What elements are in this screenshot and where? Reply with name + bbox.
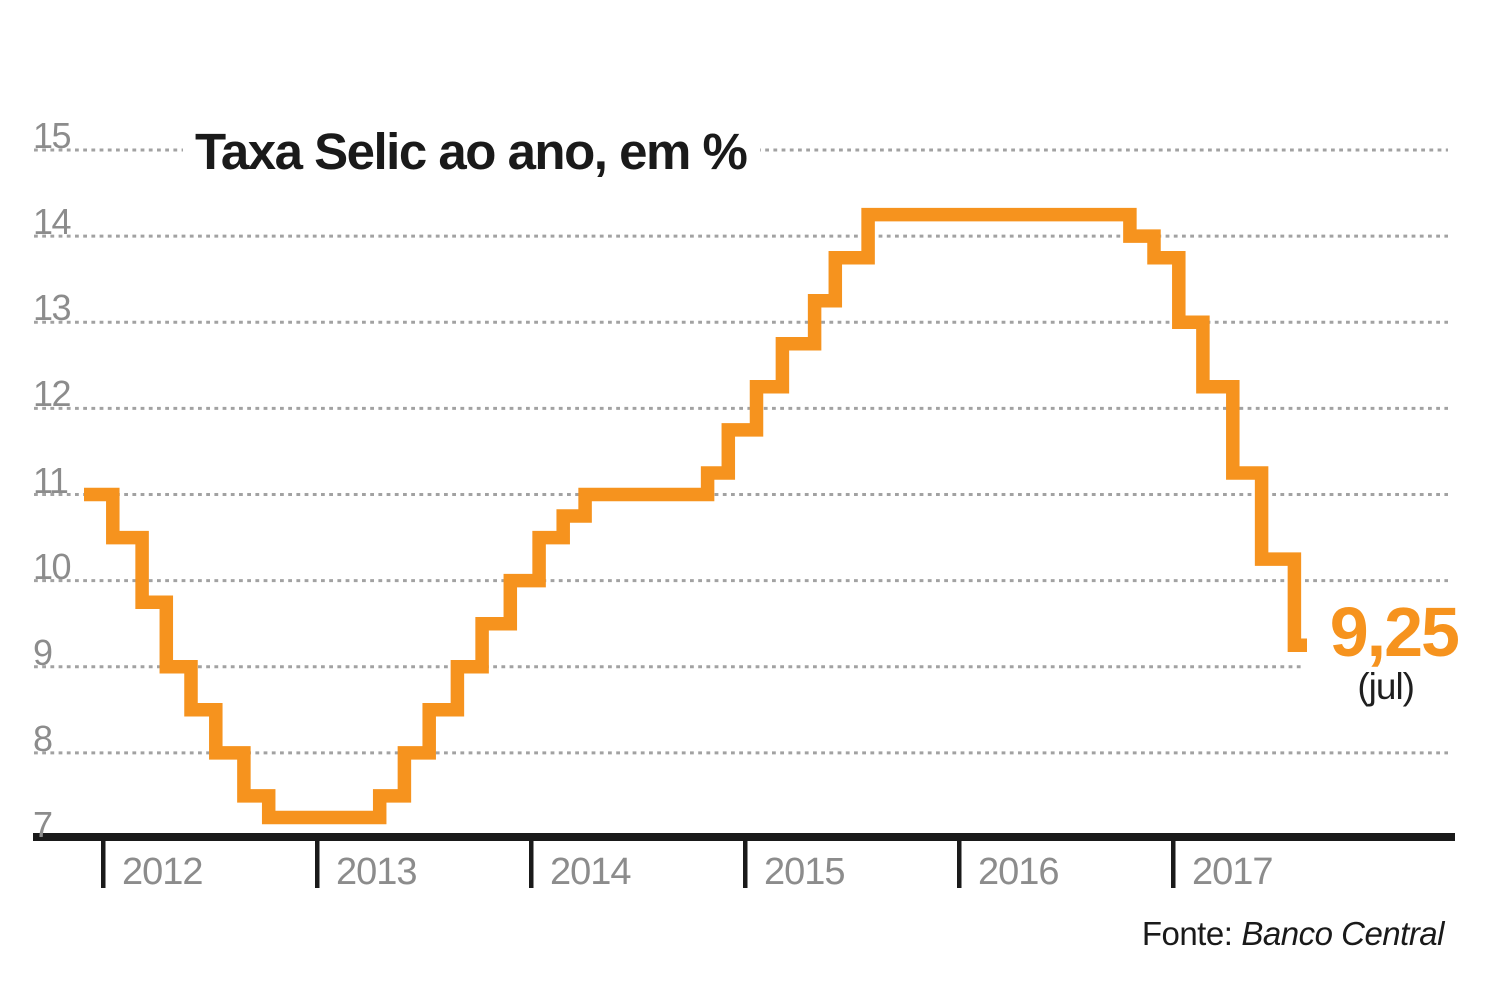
y-axis-label-13: 13 xyxy=(33,287,72,329)
x-axis-tick-2016 xyxy=(957,841,962,888)
y-axis-label-9: 9 xyxy=(33,631,53,673)
x-axis-label-2015: 2015 xyxy=(764,851,846,893)
y-axis-label-8: 8 xyxy=(33,717,53,759)
source-prefix: Fonte: xyxy=(1141,915,1233,952)
end-value-month-label: (jul) xyxy=(1357,666,1415,707)
x-axis-label-2013: 2013 xyxy=(336,851,418,893)
x-axis-tick-2015 xyxy=(743,841,748,888)
y-axis-label-7: 7 xyxy=(33,804,53,845)
x-axis-tick-2017 xyxy=(1171,841,1176,888)
x-axis-tick-2014 xyxy=(529,841,534,888)
y-axis-label-11: 11 xyxy=(33,459,69,501)
x-axis-label-2017: 2017 xyxy=(1192,851,1274,893)
x-axis-label-2012: 2012 xyxy=(122,851,204,893)
x-axis-label-2014: 2014 xyxy=(550,851,632,893)
source-line: Fonte: Banco Central xyxy=(1141,915,1445,952)
chart-title: Taxa Selic ao ano, em % xyxy=(193,122,761,185)
y-axis-label-14: 14 xyxy=(33,201,72,243)
source-name: Banco Central xyxy=(1241,915,1444,952)
y-axis-label-12: 12 xyxy=(33,373,72,415)
selic-rate-step-line xyxy=(84,207,1307,825)
x-axis-tick-2013 xyxy=(315,841,320,888)
end-value-label: 9,25 xyxy=(1329,593,1460,671)
x-axis-label-2016: 2016 xyxy=(978,851,1060,893)
y-axis-label-10: 10 xyxy=(33,545,72,587)
y-axis-label-15: 15 xyxy=(33,115,72,156)
x-axis-tick-2012 xyxy=(101,841,106,888)
x-axis-line xyxy=(33,833,1455,841)
